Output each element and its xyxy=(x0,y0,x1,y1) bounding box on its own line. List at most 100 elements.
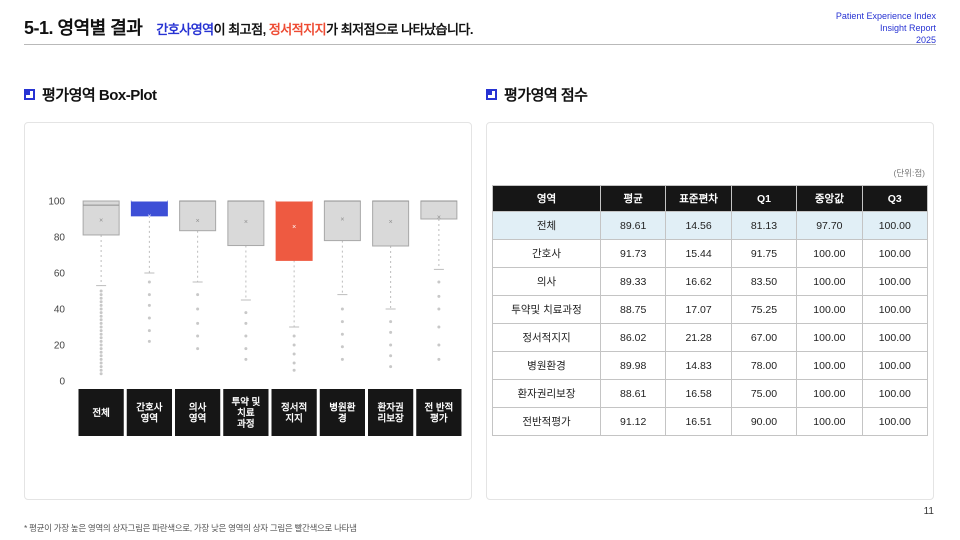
box-series: × 정서적지지 xyxy=(271,200,317,436)
row-label: 정서적지지 xyxy=(492,323,601,352)
table-header-cell: 평균 xyxy=(599,185,667,212)
x-category-label: 투약 및 xyxy=(231,396,260,408)
y-tick-label: 0 xyxy=(59,377,65,388)
header-divider xyxy=(24,44,936,45)
page-header: 5-1. 영역별 결과 간호사영역이 최고점, 정서적지지가 최저점으로 나타났… xyxy=(24,14,473,40)
table-row: 투약및 치료과정 88.75 17.07 75.25 100.00 100.00 xyxy=(492,295,929,324)
report-meta: Patient Experience Index Insight Report … xyxy=(836,10,936,46)
x-category-label: 치료 xyxy=(237,407,255,419)
report-meta-line-2: Insight Report xyxy=(879,23,936,34)
table-row: 전반적평가 91.12 16.51 90.00 100.00 100.00 xyxy=(492,407,929,436)
x-category-label: 영역 xyxy=(141,413,158,425)
cell-value: 100.00 xyxy=(796,351,863,380)
cell-value: 21.28 xyxy=(665,323,732,352)
cell-value: 89.61 xyxy=(599,211,667,240)
x-category-label: 과정 xyxy=(237,418,254,430)
x-category-label: 병원환 xyxy=(329,402,355,414)
row-label: 전반적평가 xyxy=(492,407,601,436)
cell-value: 97.70 xyxy=(796,211,863,240)
cell-value: 15.44 xyxy=(665,239,732,268)
cell-value: 83.50 xyxy=(730,267,798,296)
cell-value: 100.00 xyxy=(861,407,929,436)
mean-marker: × xyxy=(244,219,248,226)
score-section-title-text: 평가영역 점수 xyxy=(504,87,588,104)
subtitle-text-2: 가 최저점으로 나타났습니다. xyxy=(326,22,473,37)
y-tick-label: 80 xyxy=(54,233,66,244)
row-label: 환자권리보장 xyxy=(492,379,601,408)
page-subtitle: 간호사영역이 최고점, 정서적지지가 최저점으로 나타났습니다. xyxy=(156,19,473,38)
cell-value: 100.00 xyxy=(861,351,929,380)
cell-value: 75.25 xyxy=(730,295,798,324)
mean-marker: × xyxy=(196,218,200,225)
cell-value: 14.56 xyxy=(665,211,732,240)
x-category-label: 환자권 xyxy=(378,402,404,414)
cell-value: 91.75 xyxy=(730,239,798,268)
cell-value: 78.00 xyxy=(730,351,798,380)
box-series: × 병원환경 xyxy=(319,200,365,436)
report-meta-line-1: Patient Experience Index xyxy=(835,11,936,21)
subtitle-highlight-high: 간호사영역 xyxy=(156,22,214,37)
section-marker-icon xyxy=(24,89,35,100)
row-label: 의사 xyxy=(492,267,601,296)
cell-value: 17.07 xyxy=(665,295,732,324)
box-series: × 간호사영역 xyxy=(126,200,172,436)
table-row: 의사 89.33 16.62 83.50 100.00 100.00 xyxy=(492,267,929,296)
footnote: * 평균이 가장 높은 영역의 상자그림은 파란색으로, 가장 낮은 영역의 상… xyxy=(24,523,357,533)
cell-value: 16.58 xyxy=(665,379,732,408)
cell-value: 88.61 xyxy=(599,379,667,408)
cell-value: 100.00 xyxy=(796,267,863,296)
mean-marker: × xyxy=(389,219,393,226)
box-series: × 환자권리보장 xyxy=(368,200,414,436)
row-label: 병원환경 xyxy=(492,351,601,380)
y-tick-label: 40 xyxy=(54,305,66,316)
table-header-cell: 중앙값 xyxy=(796,185,863,212)
cell-value: 100.00 xyxy=(861,267,929,296)
unit-label: (단위:점) xyxy=(893,168,925,178)
table-header-cell: Q3 xyxy=(861,185,929,212)
mean-marker: × xyxy=(99,217,103,224)
score-table: 영역 평균 표준편차 Q1 중앙값 Q3 전체 89.61 14.56 81.13 97.70 10… xyxy=(492,185,929,436)
x-category-label: 전체 xyxy=(92,407,109,419)
page-title: 5-1. 영역별 결과 xyxy=(24,18,143,38)
score-table-body: 전체 89.61 14.56 81.13 97.70 100.00 간호사 91.73 15.4… xyxy=(492,211,929,436)
cell-value: 89.33 xyxy=(599,267,667,296)
row-label: 투약및 치료과정 xyxy=(492,295,601,324)
y-tick-label: 100 xyxy=(48,197,65,208)
y-tick-label: 60 xyxy=(54,269,66,280)
cell-value: 91.73 xyxy=(599,239,667,268)
mean-marker: × xyxy=(437,215,441,222)
mean-marker: × xyxy=(292,224,296,231)
cell-value: 88.75 xyxy=(599,295,667,324)
boxplot-section-title: 평가영역 Box-Plot xyxy=(24,84,157,105)
mean-marker: × xyxy=(147,213,151,220)
cell-value: 100.00 xyxy=(796,379,863,408)
x-category-label: 의사 xyxy=(189,402,207,414)
score-section-title: 평가영역 점수 xyxy=(486,84,588,105)
x-category-label: 경 xyxy=(338,413,347,425)
cell-value: 16.62 xyxy=(665,267,732,296)
x-category-label: 평가 xyxy=(430,413,448,425)
page-number: 11 xyxy=(923,506,934,517)
cell-value: 100.00 xyxy=(861,379,929,408)
table-header-cell: 영역 xyxy=(492,185,601,212)
section-marker-icon xyxy=(486,89,497,100)
score-panel: (단위:점) 영역 평균 표준편차 Q1 중앙값 Q3 전체 89.61 14.56 81.13… xyxy=(486,122,934,500)
cell-value: 75.00 xyxy=(730,379,798,408)
report-meta-line-3: 2025 xyxy=(915,35,936,46)
cell-value: 67.00 xyxy=(730,323,798,352)
cell-value: 16.51 xyxy=(665,407,732,436)
cell-value: 86.02 xyxy=(599,323,667,352)
row-label: 전체 xyxy=(492,211,601,240)
boxplot-section-title-text: 평가영역 Box-Plot xyxy=(42,87,157,104)
x-category-label: 전 반적 xyxy=(424,402,453,414)
x-category-label: 리보장 xyxy=(378,413,404,425)
subtitle-text-1: 이 최고점, xyxy=(213,22,269,37)
cell-value: 100.00 xyxy=(796,407,863,436)
cell-value: 14.83 xyxy=(665,351,732,380)
y-tick-label: 20 xyxy=(54,341,66,352)
subtitle-highlight-low: 정서적지지 xyxy=(268,22,327,37)
cell-value: 100.00 xyxy=(861,323,929,352)
